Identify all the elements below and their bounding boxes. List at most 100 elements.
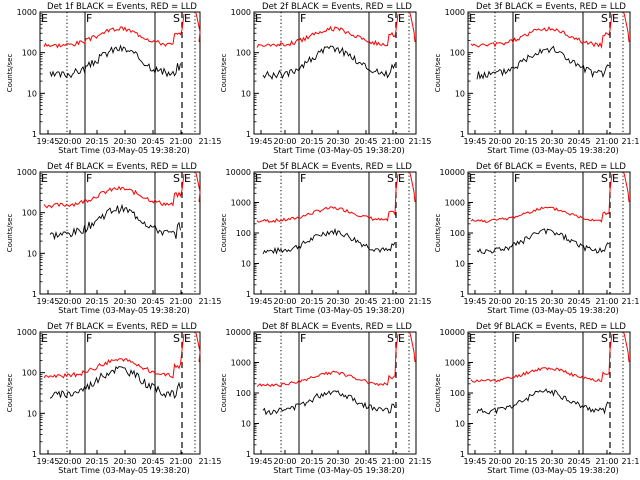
x-tick-label: 21:15 (621, 297, 640, 306)
annotation-label: E (612, 172, 619, 185)
y-tick-label: 100 (22, 369, 37, 378)
x-tick-label: 20:15 (514, 137, 537, 146)
x-tick-label: 21:00 (169, 297, 192, 306)
lld-rate-line (256, 13, 399, 48)
y-tick-label: 10000 (226, 168, 251, 177)
annotation-label: E (255, 332, 262, 345)
x-tick-label: 19:45 (249, 297, 272, 306)
y-tick-label: 10 (27, 249, 37, 258)
x-tick-label: 20:15 (300, 137, 323, 146)
x-tick-label: 20:30 (326, 457, 349, 466)
x-axis-label: Start Time (03-May-05 19:38:20) (487, 146, 618, 155)
y-tick-label: 10000 (440, 328, 465, 337)
y-tick-label: 100 (236, 49, 251, 58)
x-tick-label: 19:45 (249, 137, 272, 146)
event-rate-line (49, 44, 181, 79)
y-tick-label: 1000 (231, 359, 251, 368)
x-tick-label: 21:00 (595, 457, 618, 466)
y-tick-label: 100 (22, 209, 37, 218)
y-axis-label: Counts/sec (434, 54, 442, 93)
event-rate-line (476, 45, 610, 80)
annotation-label: S (387, 332, 394, 345)
annotation-label: F (86, 332, 92, 345)
annotation-label: E (255, 12, 262, 25)
lld-rate-line (43, 333, 185, 379)
x-tick-label: 20:00 (273, 457, 296, 466)
panel-det-3: Det 3f BLACK = Events, RED = LLD 1 10 100 10… (434, 2, 640, 155)
y-tick-label: 1000 (445, 199, 465, 208)
annotation-label: E (184, 172, 191, 185)
y-tick-label: 1 (32, 450, 37, 459)
panel-title: Det 6f BLACK = Events, RED = LLD (476, 162, 626, 172)
panel-title: Det 8f BLACK = Events, RED = LLD (262, 322, 412, 332)
x-tick-label: 19:45 (463, 457, 486, 466)
annotation-label: E (41, 332, 48, 345)
panel-title: Det 3f BLACK = Events, RED = LLD (476, 2, 626, 12)
panel-det-5: Det 5f BLACK = Events, RED = LLD 1 10 100 10… (220, 162, 432, 315)
x-tick-label: 19:45 (463, 137, 486, 146)
y-tick-label: 10 (455, 420, 465, 429)
y-axis-label: Counts/sec (6, 374, 14, 413)
y-axis-label: Counts/sec (220, 54, 228, 93)
lld-rate-line (43, 13, 185, 49)
panel-det-6: Det 6f BLACK = Events, RED = LLD 1 10 100 10… (434, 162, 640, 315)
y-tick-label: 10000 (440, 168, 465, 177)
x-tick-label: 21:00 (169, 137, 192, 146)
x-tick-label: 21:00 (169, 457, 192, 466)
plot-frame (39, 11, 201, 135)
y-axis-label: Counts/sec (434, 374, 442, 413)
plot-frame (467, 11, 631, 135)
annotation-label: E (41, 12, 48, 25)
annotation-label: S (387, 12, 394, 25)
x-axis-label: Start Time (03-May-05 19:38:20) (58, 146, 189, 155)
plot-frame (253, 11, 417, 135)
annotation-label: E (398, 332, 405, 345)
annotation-label: S (601, 12, 608, 25)
x-tick-label: 19:45 (36, 137, 59, 146)
event-rate-line (476, 388, 610, 415)
x-tick-label: 20:45 (141, 457, 164, 466)
x-tick-label: 20:30 (113, 137, 136, 146)
plot-frame (253, 171, 417, 295)
x-tick-label: 20:45 (141, 137, 164, 146)
lld-rate-tail (409, 12, 416, 43)
y-tick-label: 100 (236, 389, 251, 398)
annotation-label: S (173, 332, 180, 345)
x-tick-label: 20:15 (85, 297, 108, 306)
x-tick-label: 20:45 (141, 297, 164, 306)
annotation-label: F (300, 12, 306, 25)
lld-rate-tail (623, 172, 630, 203)
lld-rate-line (470, 13, 613, 49)
annotation-label: S (173, 12, 180, 25)
x-tick-label: 20:00 (488, 457, 511, 466)
y-axis-label: Counts/sec (220, 214, 228, 253)
annotation-label: S (387, 172, 394, 185)
panel-title: Det 9f BLACK = Events, RED = LLD (476, 322, 626, 332)
x-tick-label: 20:15 (300, 297, 323, 306)
y-tick-label: 1 (32, 290, 37, 299)
x-tick-label: 20:15 (514, 297, 537, 306)
plot-frame (39, 331, 201, 455)
event-rate-line (262, 227, 396, 255)
x-tick-label: 20:00 (58, 297, 81, 306)
x-tick-label: 21:00 (381, 457, 404, 466)
x-tick-label: 20:00 (58, 137, 81, 146)
x-tick-label: 21:00 (381, 297, 404, 306)
y-tick-label: 10 (27, 89, 37, 98)
x-axis-label: Start Time (03-May-05 19:38:20) (273, 306, 404, 315)
y-tick-label: 10 (241, 260, 251, 269)
annotation-label: S (173, 172, 180, 185)
annotation-label: F (86, 172, 92, 185)
y-axis-label: Counts/sec (6, 54, 14, 93)
panel-title: Det 1f BLACK = Events, RED = LLD (47, 2, 197, 12)
x-tick-label: 20:00 (488, 137, 511, 146)
x-tick-label: 20:45 (354, 137, 377, 146)
x-tick-label: 20:15 (85, 457, 108, 466)
x-tick-label: 19:45 (36, 297, 59, 306)
x-axis-label: Start Time (03-May-05 19:38:20) (273, 466, 404, 475)
x-tick-label: 21:15 (408, 137, 431, 146)
plot-frame (467, 331, 631, 455)
plot-frame (39, 171, 201, 295)
x-tick-label: 19:45 (36, 457, 59, 466)
panel-title: Det 4f BLACK = Events, RED = LLD (47, 162, 197, 172)
